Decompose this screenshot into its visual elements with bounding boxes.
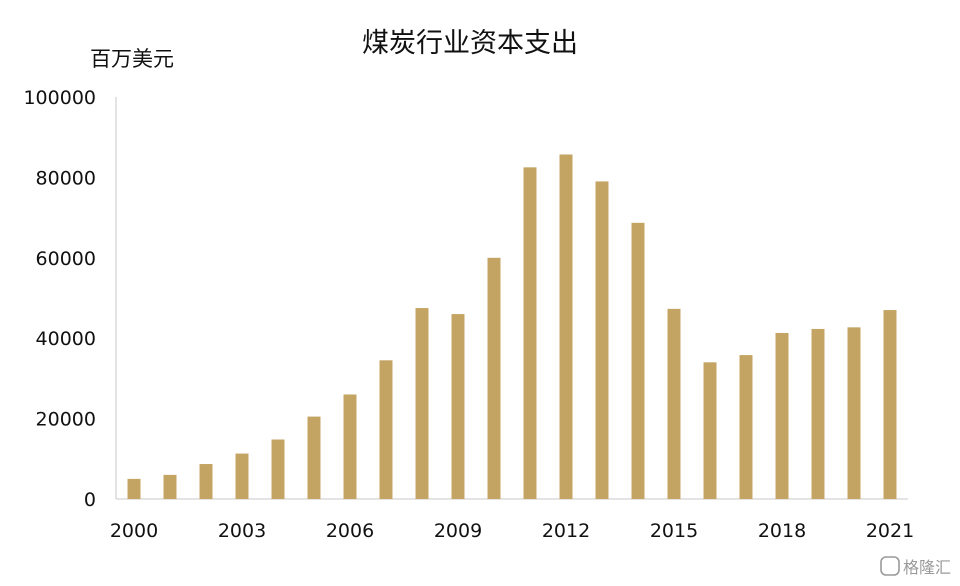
bar-2000 xyxy=(127,478,141,499)
y-tick-label: 100000 xyxy=(23,87,96,109)
bar-2005 xyxy=(307,416,321,499)
bar-2016 xyxy=(703,362,717,499)
bar-2015 xyxy=(667,308,681,499)
y-tick-label: 0 xyxy=(84,489,96,511)
x-tick-label: 2003 xyxy=(218,520,266,542)
bar-2009 xyxy=(451,314,465,499)
x-tick-label: 2012 xyxy=(542,520,590,542)
bar-2018 xyxy=(775,332,789,499)
bar-2007 xyxy=(379,360,393,499)
bar-2010 xyxy=(487,257,501,499)
x-tick-label: 2000 xyxy=(110,520,158,542)
y-tick-label: 80000 xyxy=(36,167,96,189)
bar-2006 xyxy=(343,394,357,499)
x-tick-label: 2006 xyxy=(326,520,374,542)
bar-2004 xyxy=(271,439,285,499)
y-axis-unit-label: 百万美元 xyxy=(90,47,174,71)
x-tick-label: 2021 xyxy=(866,520,914,542)
watermark-logo-icon xyxy=(880,556,900,576)
x-tick-labels: 2000 2003 2006 2009 2012 2015 2018 2021 xyxy=(110,520,914,542)
x-tick-label: 2009 xyxy=(434,520,482,542)
bar-2002 xyxy=(199,464,213,499)
bar-2001 xyxy=(163,474,177,499)
bar-2019 xyxy=(811,328,825,499)
bar-2014 xyxy=(631,222,645,499)
chart-title: 煤炭行业资本支出 xyxy=(362,28,578,59)
bar-2012 xyxy=(559,154,573,500)
y-tick-label: 40000 xyxy=(36,328,96,350)
x-tick-label: 2015 xyxy=(650,520,698,542)
y-tick-label: 20000 xyxy=(36,409,96,431)
bar-2021 xyxy=(883,310,897,499)
bar-2013 xyxy=(595,181,609,500)
watermark-text: 格隆汇 xyxy=(903,558,951,577)
bar-2003 xyxy=(235,453,249,499)
bar-2020 xyxy=(847,327,861,499)
y-tick-labels: 0 20000 40000 60000 80000 100000 xyxy=(23,87,96,511)
bar-series xyxy=(127,154,897,500)
y-tick-label: 60000 xyxy=(36,248,96,270)
watermark: 格隆汇 xyxy=(880,556,951,577)
bar-2008 xyxy=(415,308,429,499)
bar-2011 xyxy=(523,167,537,499)
bar-2017 xyxy=(739,355,753,499)
x-tick-label: 2018 xyxy=(758,520,806,542)
